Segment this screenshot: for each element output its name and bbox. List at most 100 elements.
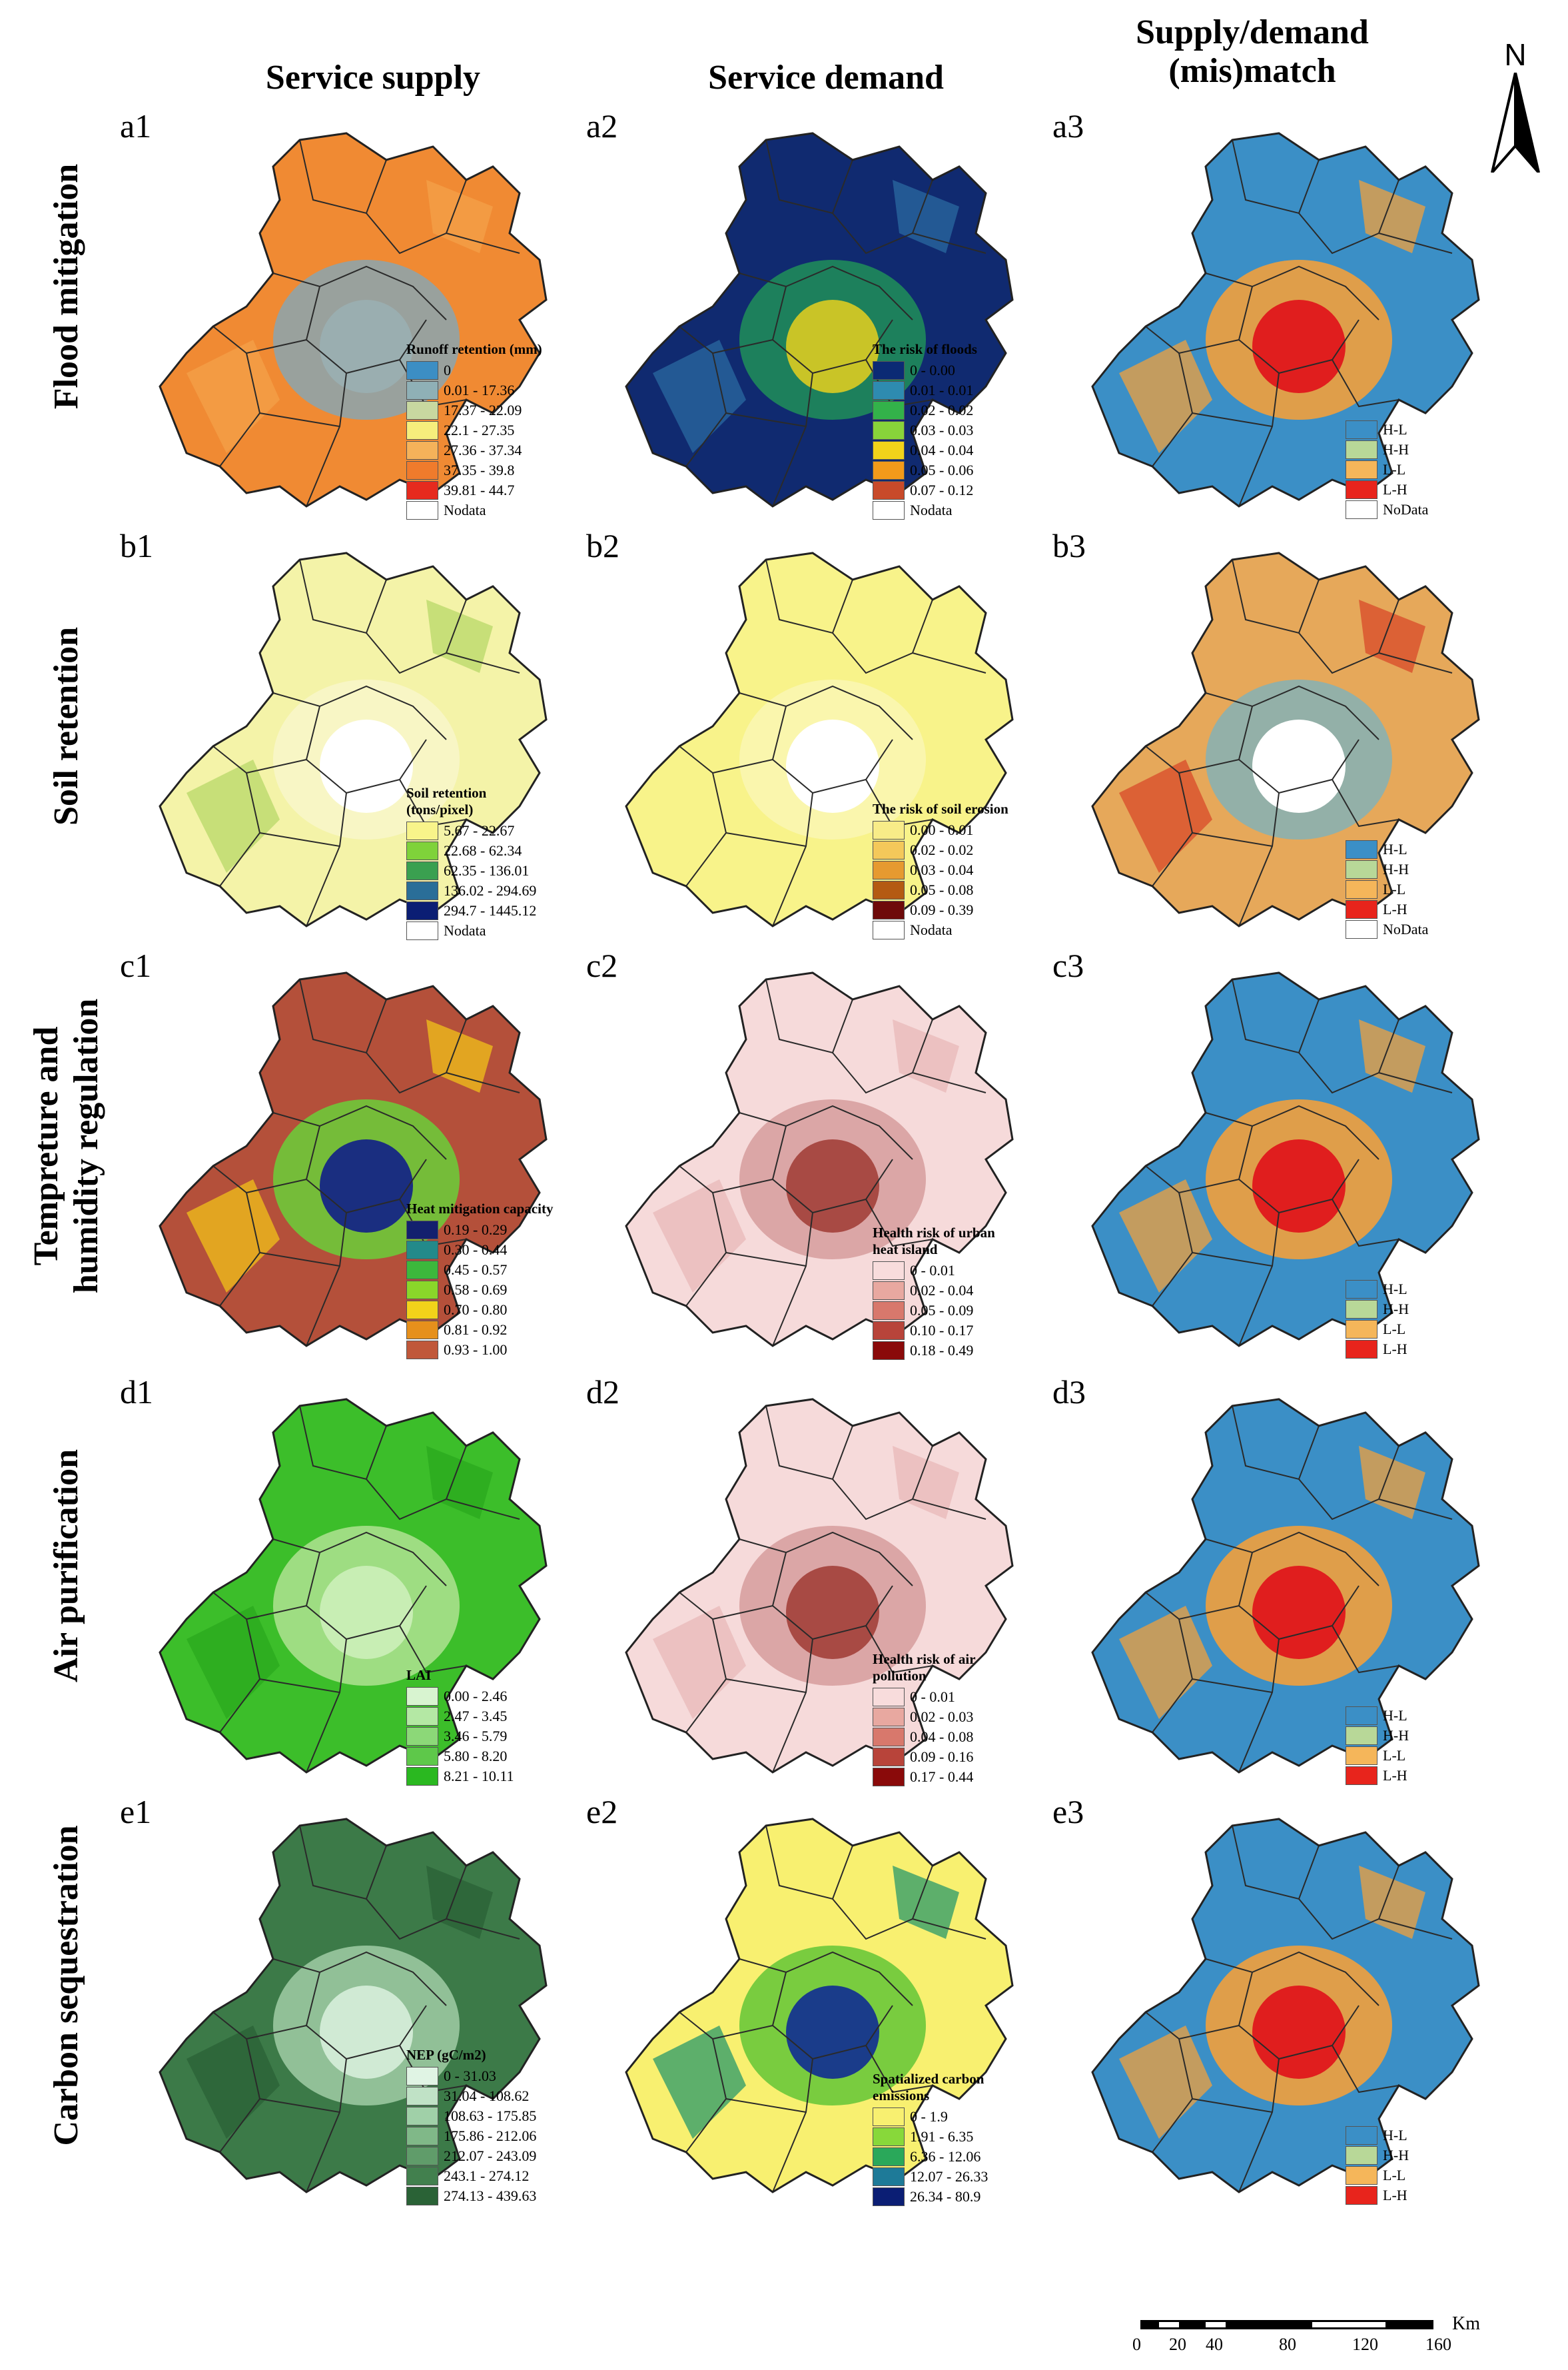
legend-swatch (406, 1687, 438, 1706)
district-boundary (366, 599, 467, 674)
legend-item: 0.45 - 0.57 (406, 1260, 553, 1280)
legend-label: 0.07 - 0.12 (910, 482, 974, 498)
district-boundary (446, 652, 520, 674)
district-boundary (446, 1072, 520, 1093)
legend-label: 0.02 - 0.03 (910, 1708, 974, 1725)
legend-label: 0.30 - 0.44 (444, 1241, 508, 1258)
legend-label: Nodata (910, 921, 953, 938)
map-urban-core (320, 1139, 413, 1233)
legend-label: H-L (1383, 841, 1407, 858)
district-boundary (1205, 685, 1379, 740)
legend-label: 0.17 - 0.44 (910, 1768, 974, 1785)
district-boundary (1205, 265, 1379, 320)
map-panel-c3: c3 H-L H-H L-L L-H (1052, 946, 1519, 1373)
legend-item: 0.05 - 0.09 (873, 1301, 1019, 1321)
district-boundary (272, 1105, 447, 1160)
district-boundary (259, 1678, 340, 1693)
legend-label: 12.07 - 26.33 (910, 2168, 988, 2185)
district-boundary (725, 1678, 807, 1693)
legend-item: 0.19 - 0.29 (406, 1220, 553, 1240)
legend-item: 39.81 - 44.7 (406, 480, 553, 500)
legend-item: 1.91 - 6.35 (873, 2127, 1019, 2147)
district-boundary (865, 1199, 933, 1247)
map-b1 (159, 552, 548, 927)
legend-label: 175.86 - 212.06 (444, 2127, 537, 2144)
legend-label: 3.46 - 5.79 (444, 1728, 508, 1744)
legend-label: 17.37 - 22.09 (444, 402, 522, 418)
legend-d3: H-L H-H L-L L-H (1346, 1706, 1409, 1786)
legend-swatch (1346, 900, 1377, 919)
district-boundary (299, 979, 387, 1054)
legend-a1: Runoff retention (mm) 0 0.01 - 17.36 17.37 … (406, 341, 553, 520)
district-boundary (1205, 1531, 1379, 1586)
legend-item: 0 - 0.01 (873, 1687, 1019, 1707)
map-panel-e2: e2 Spatialized carbon emissions 0 - 1.9 1.9… (586, 1792, 1052, 2219)
legend-swatch (873, 401, 905, 420)
district-boundary (725, 412, 807, 427)
legend-e3: H-L H-H L-L L-H (1346, 2125, 1409, 2205)
district-boundary (912, 1918, 986, 1940)
panel-label: b3 (1052, 527, 1086, 564)
map-panel-b2: b2 The risk of soil erosion 0.00 - 0.01 0.0… (586, 526, 1052, 953)
district-boundary (1378, 652, 1453, 674)
district-boundary (865, 2045, 933, 2093)
legend-item: 108.63 - 175.85 (406, 2106, 553, 2126)
map-c3 (1091, 971, 1480, 1347)
row-title-line: Carbon sequestration (47, 1825, 85, 2146)
row-title-1: Flood mitigation (47, 80, 87, 493)
legend-title: Health risk of urban heat island (873, 1225, 995, 1257)
district-boundary (1192, 1252, 1273, 1267)
legend-label: H-L (1383, 2127, 1407, 2143)
legend-item: H-H (1346, 860, 1428, 880)
district-boundary (1332, 779, 1399, 828)
legend-label: L-H (1383, 481, 1407, 498)
district-boundary (1332, 2045, 1399, 2093)
legend-label: 212.07 - 243.09 (444, 2147, 537, 2164)
panel-label: d1 (120, 1373, 153, 1411)
map-secondary-zone (653, 1866, 959, 2139)
district-boundary (1298, 179, 1399, 255)
legend-label: 0.00 - 0.01 (910, 822, 974, 838)
legend-label: Nodata (444, 922, 486, 939)
district-boundary (1192, 832, 1273, 847)
legend-item: 0 (406, 360, 553, 380)
legend-swatch (1346, 1746, 1377, 1765)
district-boundary (1332, 359, 1399, 408)
district-boundary (1232, 139, 1320, 215)
legend-b2: The risk of soil erosion 0.00 - 0.01 0.02 … (873, 801, 1019, 940)
row-title-line: Air purification (47, 1449, 85, 1683)
legend-item: 0.03 - 0.03 (873, 420, 1019, 440)
legend-label: 0.09 - 0.16 (910, 1748, 974, 1765)
legend-swatch (873, 901, 905, 919)
legend-item: 17.37 - 22.09 (406, 400, 553, 420)
row-title-line: Flood mitigation (47, 163, 85, 410)
legend-item: 8.21 - 10.11 (406, 1766, 553, 1786)
legend-d1: LAI 0.00 - 2.46 2.47 - 3.45 3.46 - 5.79 5.80… (406, 1667, 553, 1786)
legend-title: The risk of floods (873, 341, 977, 357)
map-urban-core (320, 720, 413, 813)
legend-item: 22.1 - 27.35 (406, 420, 553, 440)
map-c2 (625, 971, 1014, 1347)
legend-item: 12.07 - 26.33 (873, 2167, 1019, 2187)
legend-item: L-H (1346, 480, 1428, 500)
legend-label: H-H (1383, 2147, 1409, 2163)
map-urban-core (786, 1566, 879, 1659)
legend-label: 62.35 - 136.01 (444, 862, 530, 879)
district-boundary (1378, 233, 1453, 254)
legend-swatch (406, 1767, 438, 1786)
legend-swatch (406, 901, 438, 920)
north-label: N (1504, 37, 1527, 72)
map-panel-e1: e1 NEP (gC/m2) 0 - 31.03 31.04 - 108.62 108.… (120, 1792, 586, 2219)
legend-swatch (406, 1221, 438, 1239)
legend-swatch (406, 361, 438, 380)
scale-tick-label: 0 (1132, 2335, 1141, 2354)
legend-swatch (1346, 1280, 1377, 1299)
legend-label: 0.01 - 0.01 (910, 382, 974, 398)
district-boundary (832, 1445, 933, 1520)
legend-swatch (1346, 840, 1377, 859)
row-title-2: Soil retention (47, 520, 87, 933)
legend-swatch (406, 1241, 438, 1259)
legend-label: 22.1 - 27.35 (444, 422, 515, 438)
legend-c1: Heat mitigation capacity 0.19 - 0.29 0.30 … (406, 1201, 553, 1360)
row-title-4: Air purification (47, 1359, 87, 1772)
